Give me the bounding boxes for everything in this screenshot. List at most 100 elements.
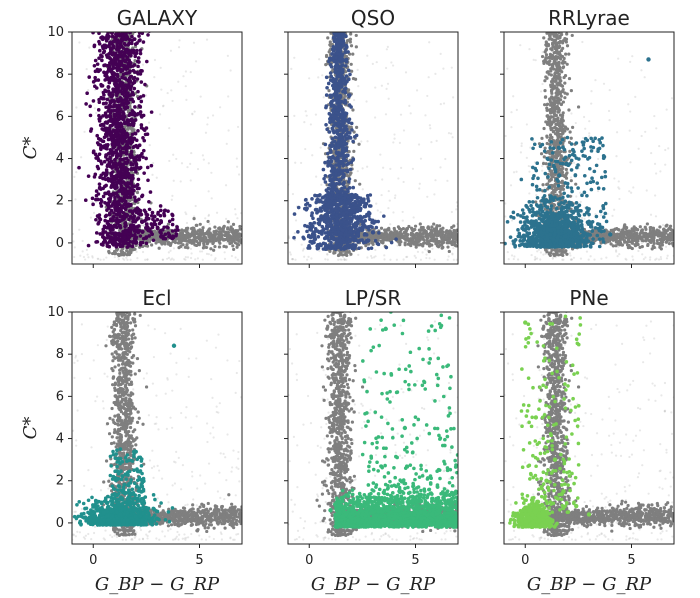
faint-point [322,96,325,99]
background-point [185,232,189,236]
faint-point [91,255,94,258]
background-point [185,228,189,233]
faint-point [189,247,193,251]
class-point [101,194,106,199]
faint-point [303,255,306,258]
background-point [237,239,241,243]
background-point [337,24,340,27]
background-point [350,69,354,73]
class-point [107,92,111,97]
faint-point [455,201,458,204]
class-point [95,62,100,66]
background-point [218,227,223,231]
background-point [128,249,132,253]
background-point [205,242,209,246]
class-point [110,25,114,29]
class-point [112,133,117,138]
faint-point [191,113,194,116]
faint-point [190,252,193,255]
class-point [159,219,163,223]
faint-point [97,257,100,260]
background-point [231,222,236,226]
background-point [150,243,154,247]
faint-point [339,258,342,261]
background-point [131,248,135,252]
faint-point [435,139,438,142]
class-point [115,111,119,115]
class-point [93,78,98,83]
faint-point [186,256,190,259]
class-point [103,111,108,115]
faint-point [433,258,436,261]
class-point [122,112,126,116]
faint-point [135,250,138,253]
background-point [335,25,338,28]
class-point [124,71,129,76]
faint-point [184,256,187,259]
class-point [102,27,106,31]
class-point [118,214,123,219]
class-point [101,227,106,232]
class-point [170,213,175,218]
class-point [105,244,110,248]
class-point [101,101,106,106]
faint-point [129,258,132,261]
faint-point [237,173,241,176]
class-point [129,64,133,69]
class-point [103,73,107,78]
class-point [146,33,150,37]
background-point [341,25,344,28]
faint-point [345,258,348,261]
class-point [137,34,141,38]
class-point [130,244,135,249]
class-point [133,54,138,59]
background-point [349,125,353,129]
class-point [133,105,137,109]
class-point [97,213,102,217]
faint-point [91,256,94,259]
class-point [90,196,95,201]
class-point [146,178,150,183]
background-point [334,23,337,26]
class-point [110,51,115,56]
background-point [135,190,140,195]
class-point [113,199,117,203]
class-point [132,80,137,85]
class-point [138,165,143,170]
faint-point [170,89,173,92]
faint-point [294,161,297,164]
background-point [194,223,198,227]
class-point [94,240,98,244]
class-point [132,37,137,41]
faint-point [306,258,309,261]
background-point [198,228,202,232]
class-point [98,175,102,180]
class-point [96,78,101,82]
class-point [137,157,142,162]
class-point [138,48,143,53]
class-point [126,242,131,246]
y-tick-label: 10 [47,25,64,40]
background-point [342,23,345,26]
faint-point [451,136,454,139]
faint-point [151,173,154,176]
background-point [194,243,199,248]
faint-point [384,66,388,70]
y-axis-label: C* [20,137,41,160]
class-point [121,210,126,215]
background-point [212,230,216,234]
class-point [130,109,135,113]
class-point [117,189,121,193]
faint-point [185,212,188,216]
class-point [131,145,136,150]
faint-point [415,89,419,92]
faint-point [74,198,77,201]
class-point [133,195,137,199]
class-point [139,115,144,119]
faint-point [361,167,364,170]
class-point [113,51,118,56]
background-point [121,247,125,251]
faint-point [213,258,216,261]
class-point [98,123,103,128]
background-point [349,252,353,256]
